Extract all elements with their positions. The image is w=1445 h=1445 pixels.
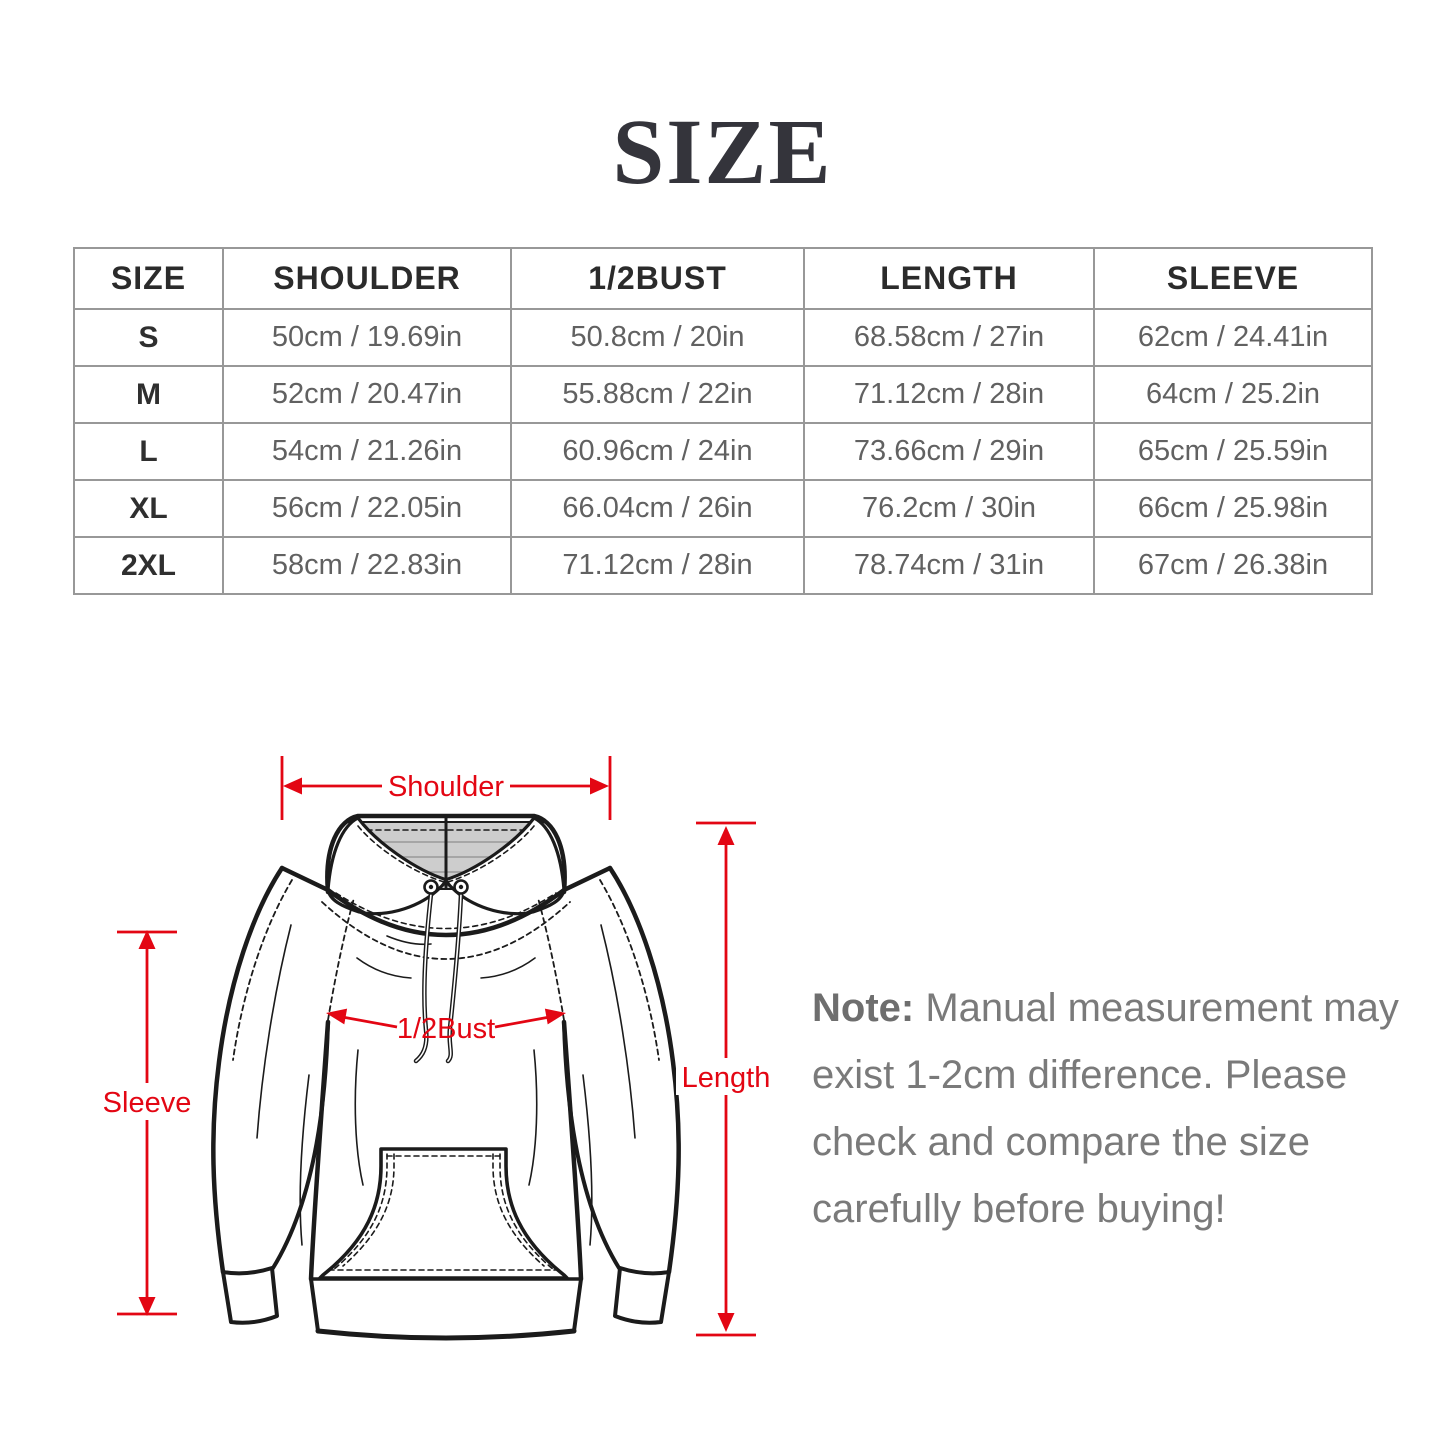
half-bust-label: 1/2Bust bbox=[397, 1013, 495, 1045]
table-cell: 71.12cm / 28in bbox=[803, 365, 1095, 424]
table-cell: 65cm / 25.59in bbox=[1093, 422, 1373, 481]
note-line: Note: Manual measurement may bbox=[812, 975, 1412, 1042]
note-line: exist 1-2cm difference. Please bbox=[812, 1053, 1348, 1097]
measurement-note: Note: Manual measurement may exist 1-2cm… bbox=[812, 975, 1412, 1243]
table-cell: 71.12cm / 28in bbox=[510, 536, 805, 595]
page-title: SIZE bbox=[612, 101, 833, 204]
column-header-size: SIZE bbox=[73, 247, 224, 310]
table-row: XL 56cm / 22.05in 66.04cm / 26in 76.2cm … bbox=[73, 479, 1373, 538]
note-prefix: Note: bbox=[812, 986, 915, 1030]
size-cell: XL bbox=[73, 479, 224, 538]
table-cell: 68.58cm / 27in bbox=[803, 308, 1095, 367]
table-cell: 60.96cm / 24in bbox=[510, 422, 805, 481]
collar bbox=[325, 816, 567, 946]
size-cell: S bbox=[73, 308, 224, 367]
table-cell: 73.66cm / 29in bbox=[803, 422, 1095, 481]
drawstrings bbox=[413, 879, 469, 1064]
sleeve-label: Sleeve bbox=[103, 1087, 192, 1119]
table-cell: 62cm / 24.41in bbox=[1093, 308, 1373, 367]
table-cell: 78.74cm / 31in bbox=[803, 536, 1095, 595]
table-row: M 52cm / 20.47in 55.88cm / 22in 71.12cm … bbox=[73, 365, 1373, 424]
column-header-shoulder: SHOULDER bbox=[222, 247, 512, 310]
hoodie-flat-drawing: Shoulder 1/2Bust Sleeve Length bbox=[99, 756, 775, 1341]
size-table: SIZE SHOULDER 1/2BUST LENGTH SLEEVE S 50… bbox=[73, 247, 1373, 595]
table-cell: 52cm / 20.47in bbox=[222, 365, 512, 424]
size-cell: L bbox=[73, 422, 224, 481]
size-cell: 2XL bbox=[73, 536, 224, 595]
size-cell: M bbox=[73, 365, 224, 424]
shoulder-label: Shoulder bbox=[388, 771, 504, 803]
hem-band bbox=[309, 1277, 583, 1341]
column-header-halfbust: 1/2BUST bbox=[510, 247, 805, 310]
table-cell: 66cm / 25.98in bbox=[1093, 479, 1373, 538]
length-label: Length bbox=[682, 1062, 771, 1094]
table-cell: 56cm / 22.05in bbox=[222, 479, 512, 538]
table-row: 2XL 58cm / 22.83in 71.12cm / 28in 78.74c… bbox=[73, 536, 1373, 595]
column-header-sleeve: SLEEVE bbox=[1093, 247, 1373, 310]
note-line: check and compare the size bbox=[812, 1120, 1311, 1164]
note-line-text: Manual measurement may bbox=[914, 986, 1399, 1030]
shoulder-dimension-arrow: Shoulder bbox=[280, 756, 612, 820]
length-dimension-arrow: Length bbox=[676, 821, 775, 1337]
table-cell: 67cm / 26.38in bbox=[1093, 536, 1373, 595]
column-header-length: LENGTH bbox=[803, 247, 1095, 310]
table-cell: 55.88cm / 22in bbox=[510, 365, 805, 424]
table-cell: 50.8cm / 20in bbox=[510, 308, 805, 367]
table-cell: 66.04cm / 26in bbox=[510, 479, 805, 538]
table-cell: 58cm / 22.83in bbox=[222, 536, 512, 595]
half-bust-dimension-arrow: 1/2Bust bbox=[326, 1008, 566, 1045]
table-header-row: SIZE SHOULDER 1/2BUST LENGTH SLEEVE bbox=[73, 247, 1373, 310]
table-cell: 76.2cm / 30in bbox=[803, 479, 1095, 538]
left-sleeve bbox=[211, 865, 330, 1325]
table-cell: 50cm / 19.69in bbox=[222, 308, 512, 367]
sleeve-dimension-arrow: Sleeve bbox=[99, 930, 195, 1316]
table-row: S 50cm / 19.69in 50.8cm / 20in 68.58cm /… bbox=[73, 308, 1373, 367]
table-cell: 64cm / 25.2in bbox=[1093, 365, 1373, 424]
hoodie-measurement-diagram: Shoulder 1/2Bust Sleeve Length bbox=[95, 740, 775, 1420]
note-line: carefully before buying! bbox=[812, 1187, 1226, 1231]
table-cell: 54cm / 21.26in bbox=[222, 422, 512, 481]
table-row: L 54cm / 21.26in 60.96cm / 24in 73.66cm … bbox=[73, 422, 1373, 481]
right-sleeve bbox=[562, 865, 681, 1325]
kangaroo-pocket bbox=[318, 1147, 569, 1280]
